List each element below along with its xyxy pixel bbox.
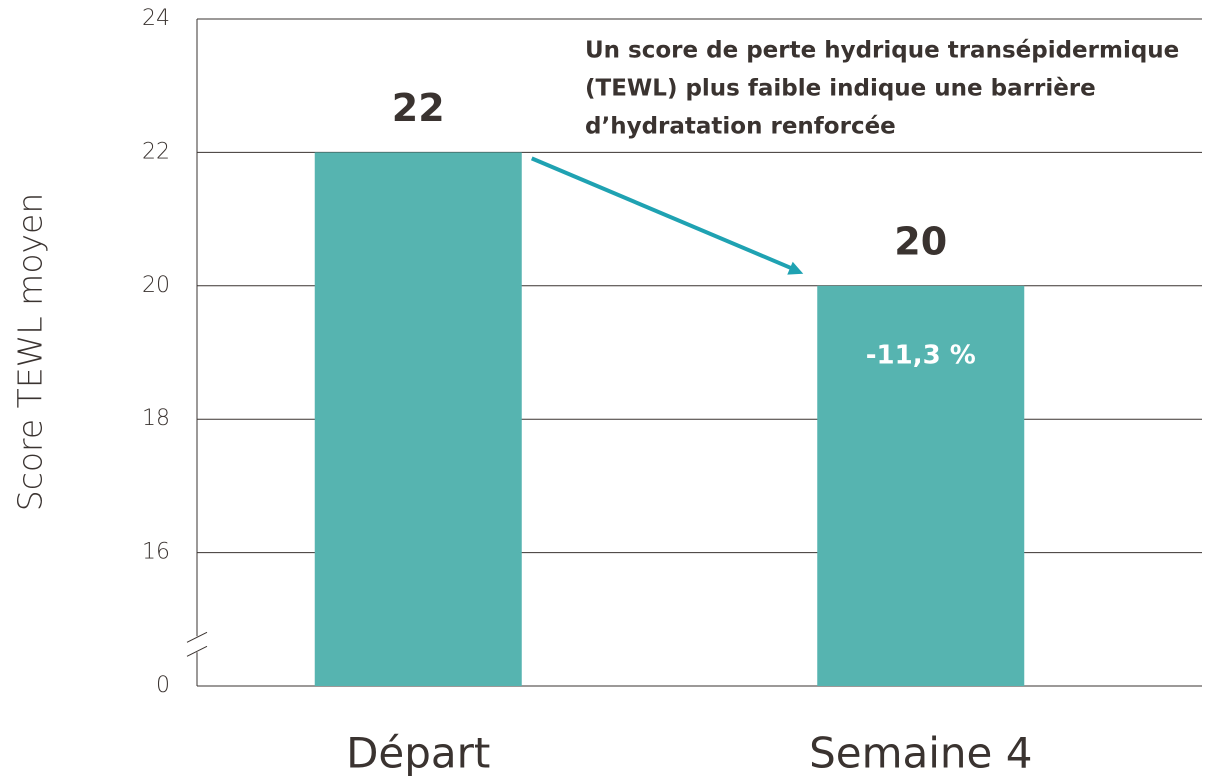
annotation: Un score de perte hydrique transépidermi… xyxy=(585,38,1179,64)
bar xyxy=(817,285,1025,686)
annotation: (TEWL) plus faible indique une barrière xyxy=(585,76,1096,102)
y-tick-label: 24 xyxy=(142,6,170,31)
y-tick-label: 16 xyxy=(142,540,170,565)
axis-break xyxy=(186,631,208,643)
annotation: d’hydratation renforcée xyxy=(585,114,896,140)
bar xyxy=(314,152,522,686)
y-tick-label: 18 xyxy=(142,406,170,431)
axis-break xyxy=(186,645,208,657)
change-label: -11,3 % xyxy=(866,340,976,370)
value-label: 20 xyxy=(894,219,947,263)
y-tick-label: 0 xyxy=(156,673,170,698)
y-axis-label: Score TEWL moyen xyxy=(11,193,50,512)
y-tick-label: 20 xyxy=(142,273,170,298)
arrow-head xyxy=(787,261,804,275)
value-label: 22 xyxy=(392,86,445,130)
x-tick-label: Départ xyxy=(346,729,490,778)
y-tick-label: 22 xyxy=(142,139,170,164)
x-tick-label: Semaine 4 xyxy=(809,729,1032,778)
arrow xyxy=(530,156,797,272)
